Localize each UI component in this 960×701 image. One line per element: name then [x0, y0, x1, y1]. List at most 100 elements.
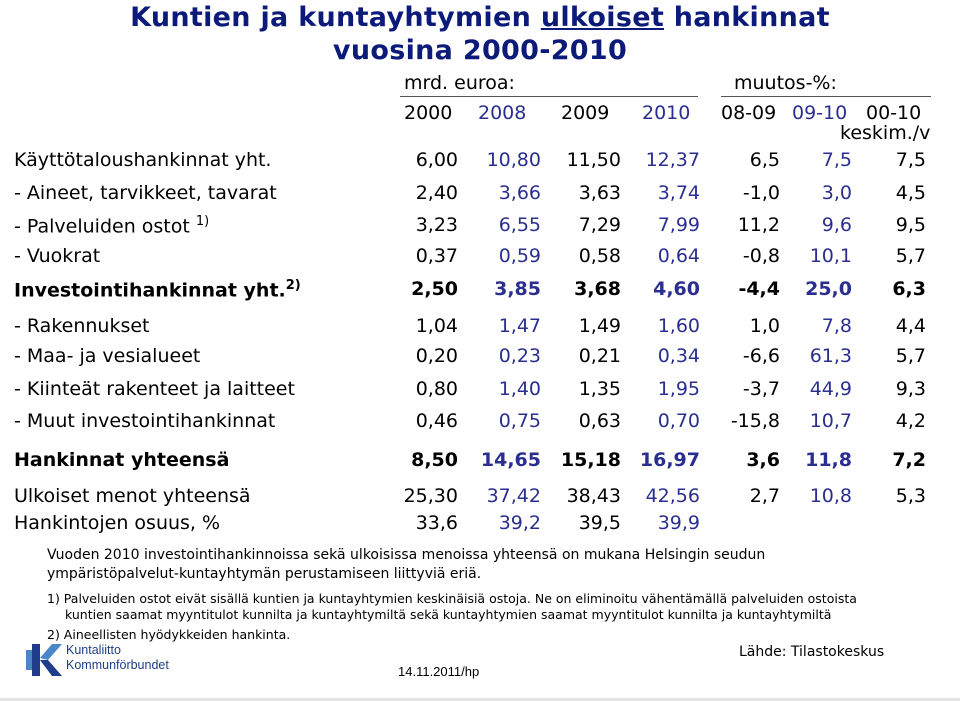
cell-change: 7,5	[895, 149, 926, 171]
header-year-2000: 2000	[404, 102, 453, 124]
cell-value: 0,70	[657, 410, 700, 432]
header-change-08-09: 08-09	[721, 102, 777, 124]
cell-value: 42,56	[645, 485, 700, 507]
cell-value: 16,97	[639, 449, 700, 471]
cell-change: -6,6	[742, 345, 780, 367]
cell-change: -15,8	[730, 410, 780, 432]
cell-change: 4,2	[895, 410, 926, 432]
cell-value: 3,68	[574, 278, 621, 300]
cell-value: 3,85	[494, 278, 541, 300]
cell-change: 25,0	[805, 278, 852, 300]
cell-value: 1,60	[657, 315, 700, 337]
cell-value: 15,18	[560, 449, 621, 471]
cell-change: 1,0	[749, 315, 780, 337]
title-underlined-word: ulkoiset	[540, 2, 665, 33]
cell-change: 5,7	[895, 245, 926, 267]
cell-value: 6,55	[498, 214, 541, 236]
footnote-marker: 1)	[195, 214, 210, 229]
cell-change: 3,6	[746, 449, 780, 471]
logo-text-line1: Kuntaliitto	[66, 643, 121, 657]
cell-change: 11,8	[805, 449, 852, 471]
cell-value: 8,50	[411, 449, 458, 471]
cell-value: 1,35	[578, 378, 621, 400]
row-label: - Vuokrat	[14, 245, 101, 267]
header-line-mrd	[400, 96, 698, 97]
header-year-2010: 2010	[642, 102, 691, 124]
cell-value: 0,59	[498, 245, 541, 267]
cell-value: 4,60	[653, 278, 700, 300]
row-label: - Rakennukset	[14, 315, 150, 337]
cell-value: 33,6	[415, 512, 458, 534]
row-label: Ulkoiset menot yhteensä	[14, 485, 251, 507]
cell-change: 4,4	[895, 315, 926, 337]
footnote-1-line1: 1) Palveluiden ostot eivät sisällä kunti…	[47, 591, 857, 606]
cell-value: 7,99	[657, 214, 700, 236]
cell-value: 0,23	[498, 345, 541, 367]
cell-value: 1,40	[498, 378, 541, 400]
cell-change: 7,8	[821, 315, 852, 337]
cell-change: 5,3	[895, 485, 926, 507]
cell-value: 1,04	[415, 315, 458, 337]
cell-change: 61,3	[809, 345, 852, 367]
row-label: - Kiinteät rakenteet ja laitteet	[14, 378, 295, 400]
bottom-divider	[0, 698, 960, 701]
cell-change: 7,5	[821, 149, 852, 171]
cell-value: 0,75	[498, 410, 541, 432]
note-main-line1: Vuoden 2010 investointihankinnoissa sekä…	[47, 547, 766, 563]
cell-value: 6,00	[415, 149, 458, 171]
footnote-marker: 2)	[285, 278, 301, 293]
header-group-mrd: mrd. euroa:	[404, 72, 515, 94]
cell-value: 0,80	[415, 378, 458, 400]
cell-value: 38,43	[566, 485, 621, 507]
cell-value: 3,23	[415, 214, 458, 236]
row-label: - Aineet, tarvikkeet, tavarat	[14, 182, 277, 204]
cell-value: 2,40	[415, 182, 458, 204]
cell-value: 1,49	[578, 315, 621, 337]
cell-value: 11,50	[566, 149, 621, 171]
header-change-00-10: 00-10	[866, 102, 922, 124]
cell-change: 5,7	[895, 345, 926, 367]
kuntaliitto-logo: Kuntaliitto Kommunförbundet	[24, 638, 194, 678]
cell-change: -4,4	[738, 278, 780, 300]
cell-value: 7,29	[578, 214, 621, 236]
note-main-line2: ympäristöpalvelut-kuntayhtymän perustami…	[47, 566, 482, 582]
cell-value: 3,74	[657, 182, 700, 204]
header-line-muutos	[721, 96, 931, 97]
cell-change: -1,0	[742, 182, 780, 204]
cell-value: 0,63	[578, 410, 621, 432]
header-year-2008: 2008	[478, 102, 527, 124]
header-keskim: keskim./v	[840, 122, 931, 144]
header-change-09-10: 09-10	[792, 102, 848, 124]
cell-change: 9,6	[821, 214, 852, 236]
cell-change: 10,1	[809, 245, 852, 267]
header-year-2009: 2009	[561, 102, 610, 124]
header-group-muutos: muutos-%:	[734, 72, 837, 94]
cell-change: 10,7	[809, 410, 852, 432]
cell-change: 9,5	[895, 214, 926, 236]
footnote-1-line2: kuntien saamat myyntitulot kunnilta ja k…	[65, 607, 832, 622]
footnote-2: 2) Aineellisten hyödykkeiden hankinta.	[47, 627, 291, 642]
cell-change: -3,7	[742, 378, 780, 400]
cell-value: 37,42	[486, 485, 541, 507]
cell-value: 1,47	[498, 315, 541, 337]
cell-change: -0,8	[742, 245, 780, 267]
logo-mark-icon	[26, 644, 62, 676]
cell-change: 10,8	[809, 485, 852, 507]
row-label: Investointihankinnat yht.2)	[14, 278, 301, 302]
row-label: - Muut investointihankinnat	[14, 410, 276, 432]
cell-value: 0,64	[657, 245, 700, 267]
cell-value: 0,58	[578, 245, 621, 267]
cell-change: 6,3	[892, 278, 926, 300]
row-label: Hankintojen osuus, %	[14, 512, 221, 534]
footer-date: 14.11.2011/hp	[398, 664, 480, 679]
row-label: Hankinnat yhteensä	[14, 449, 230, 471]
cell-value: 2,50	[411, 278, 458, 300]
cell-change: 4,5	[895, 182, 926, 204]
cell-change: 11,2	[737, 214, 780, 236]
cell-change: 2,7	[749, 485, 780, 507]
cell-value: 0,21	[578, 345, 621, 367]
row-label: - Palveluiden ostot 1)	[14, 214, 210, 238]
logo-text-line2: Kommunförbundet	[66, 658, 169, 672]
row-label: Käyttötaloushankinnat yht.	[14, 149, 272, 171]
cell-value: 39,2	[498, 512, 541, 534]
